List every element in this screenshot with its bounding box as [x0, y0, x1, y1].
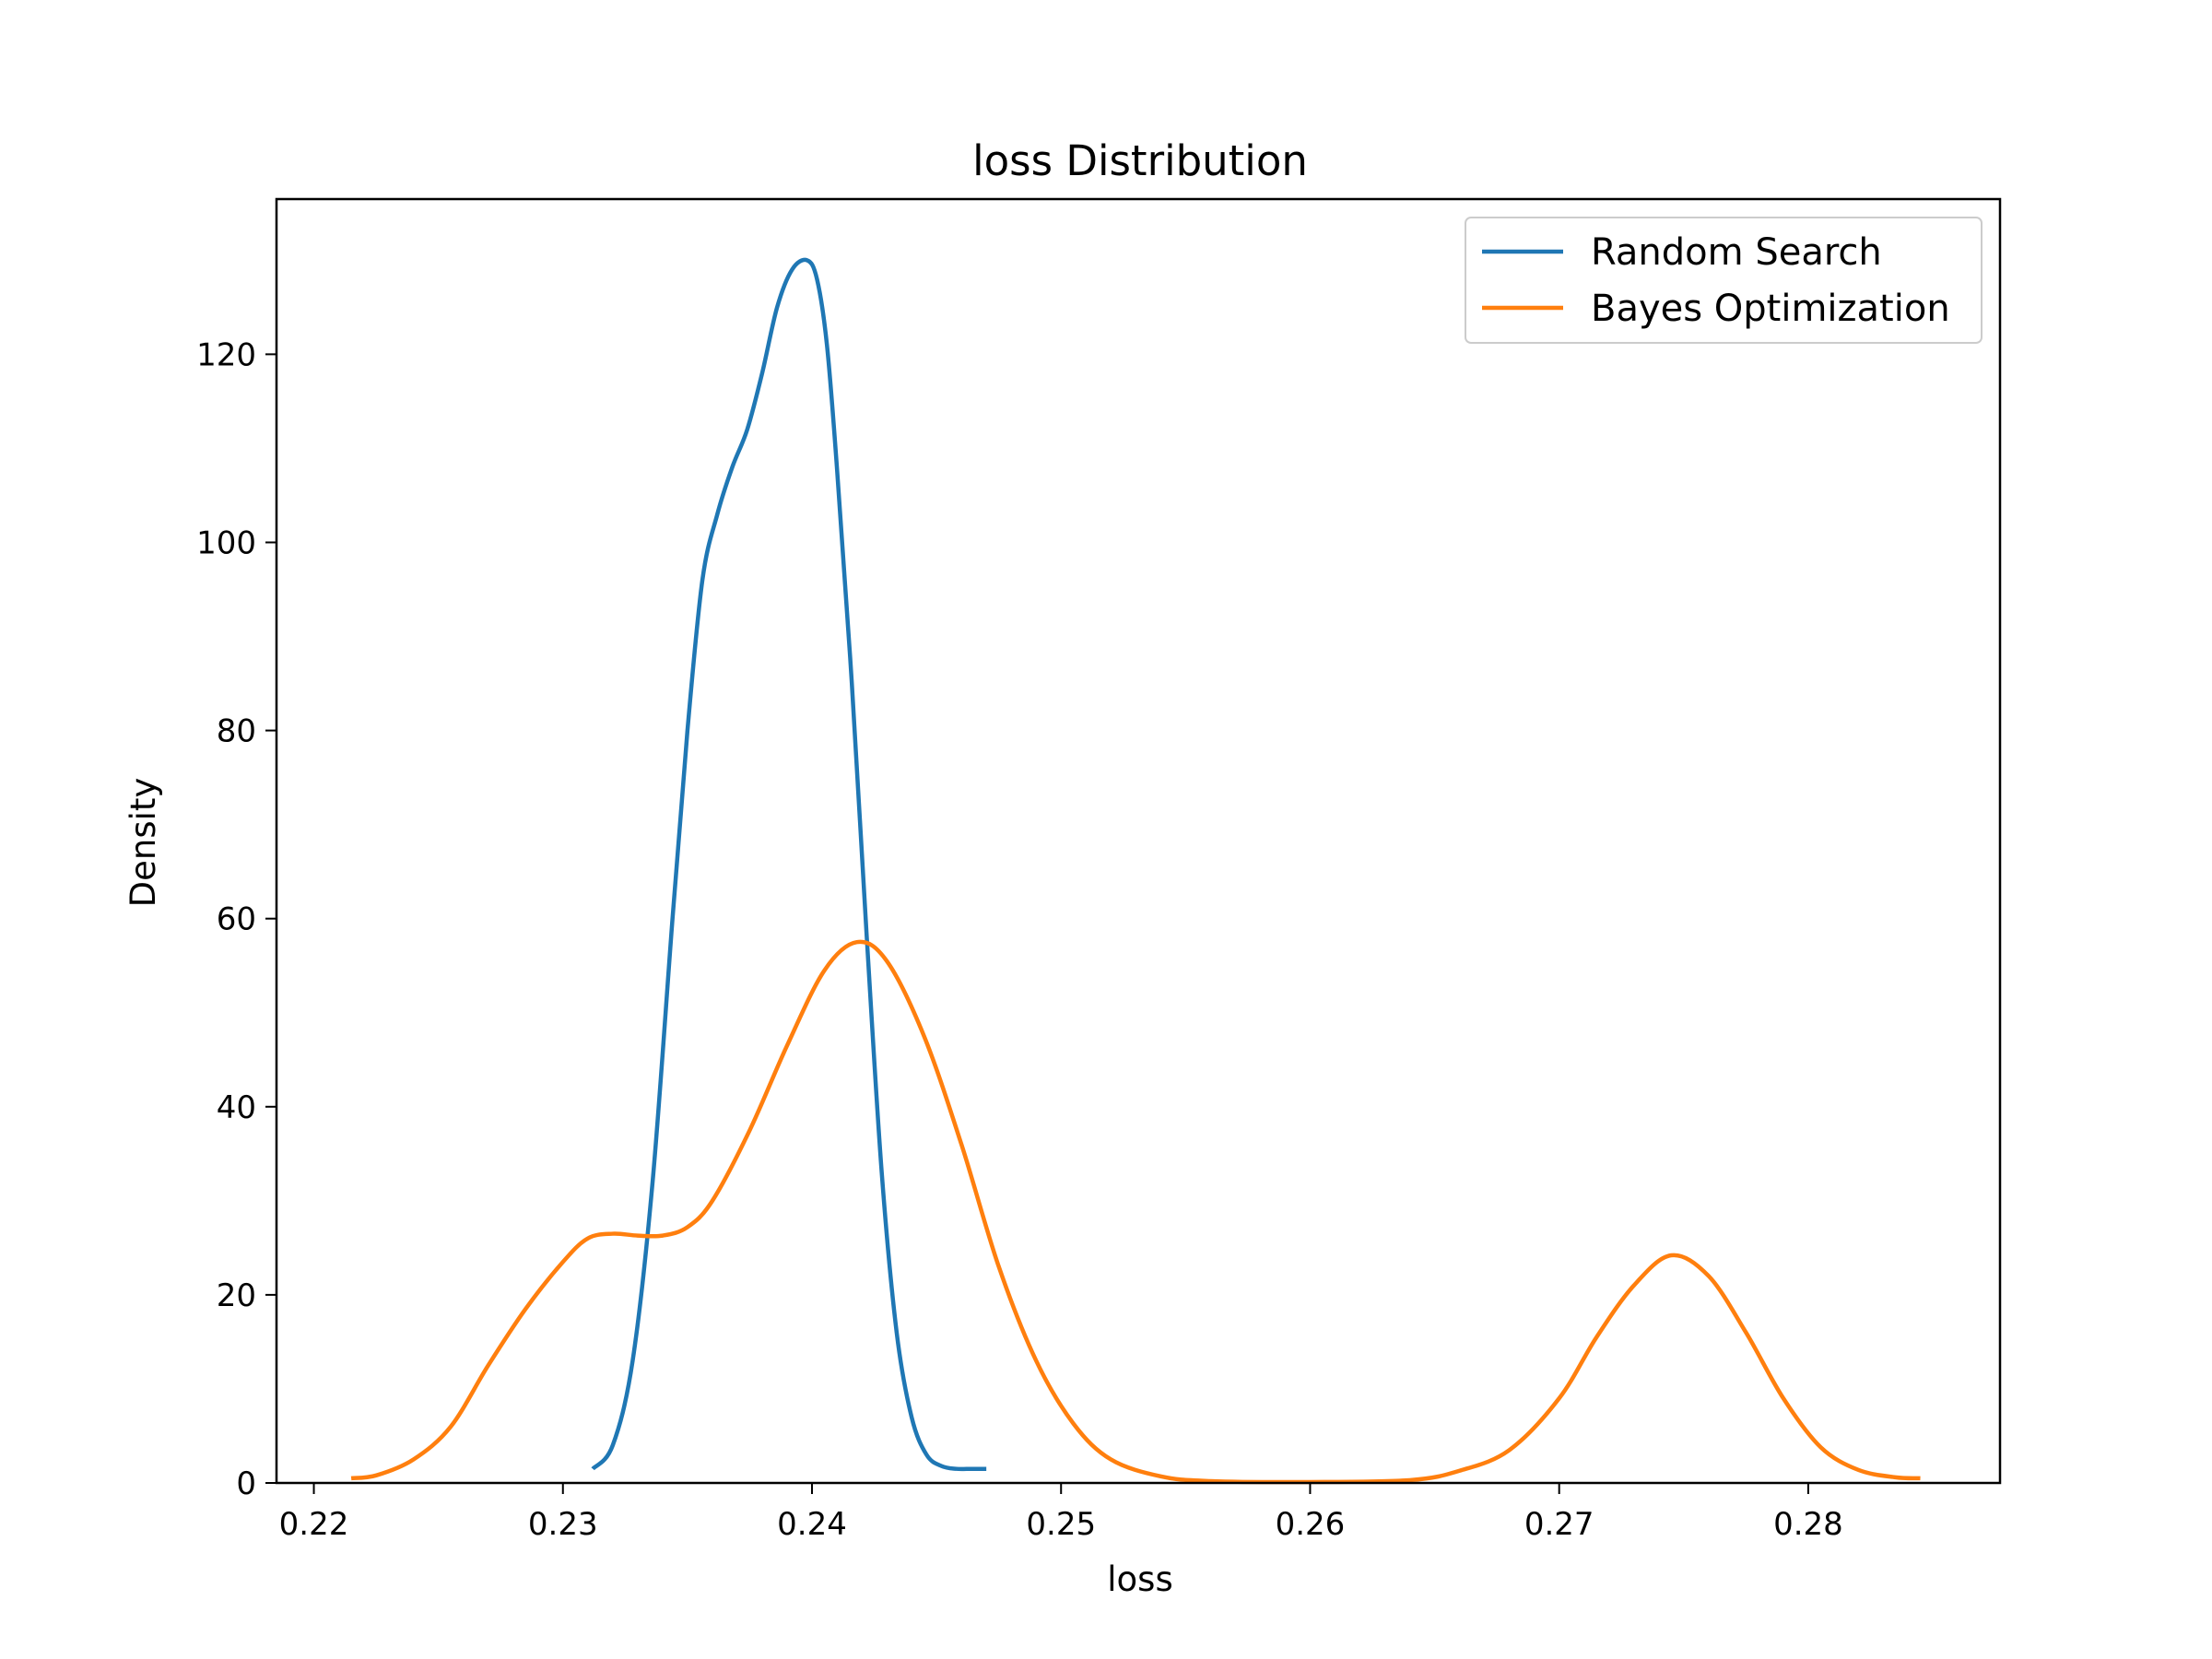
y-tick-label: 0: [236, 1465, 256, 1502]
y-axis-ticks: 0 20 40 60 80 100 120: [196, 336, 276, 1502]
series-line-bayes-optimization: [350, 939, 1921, 1485]
x-axis-label: loss: [1107, 1559, 1172, 1599]
x-tick-label: 0.22: [279, 1506, 349, 1543]
x-tick-label: 0.25: [1026, 1506, 1096, 1543]
x-tick-label: 0.23: [528, 1506, 598, 1543]
x-tick-label: 0.24: [777, 1506, 847, 1543]
y-tick-label: 40: [217, 1089, 256, 1126]
legend: Random Search Bayes Optimization: [1465, 217, 1983, 344]
chart-title: loss Distribution: [972, 136, 1308, 185]
plot-series: [350, 257, 1921, 1485]
y-tick-label: 80: [217, 713, 256, 750]
y-axis-label: Density: [124, 778, 163, 908]
x-axis-ticks: 0.22 0.23 0.24 0.25 0.26 0.27 0.28: [279, 1483, 1843, 1543]
x-tick-label: 0.27: [1524, 1506, 1594, 1543]
x-tick-label: 0.26: [1276, 1506, 1346, 1543]
legend-items: Random Search Bayes Optimization: [1482, 231, 1950, 330]
legend-label: Bayes Optimization: [1591, 288, 1950, 330]
plot-frame: [275, 197, 2002, 1485]
x-tick-label: 0.28: [1773, 1506, 1843, 1543]
y-tick-label: 20: [217, 1277, 256, 1314]
y-tick-label: 100: [196, 524, 256, 561]
y-tick-label: 120: [196, 336, 256, 373]
y-tick-label: 60: [217, 901, 256, 938]
legend-label: Random Search: [1591, 231, 1882, 274]
series-line-random-search: [591, 257, 987, 1472]
legend-frame: [1465, 217, 1983, 344]
